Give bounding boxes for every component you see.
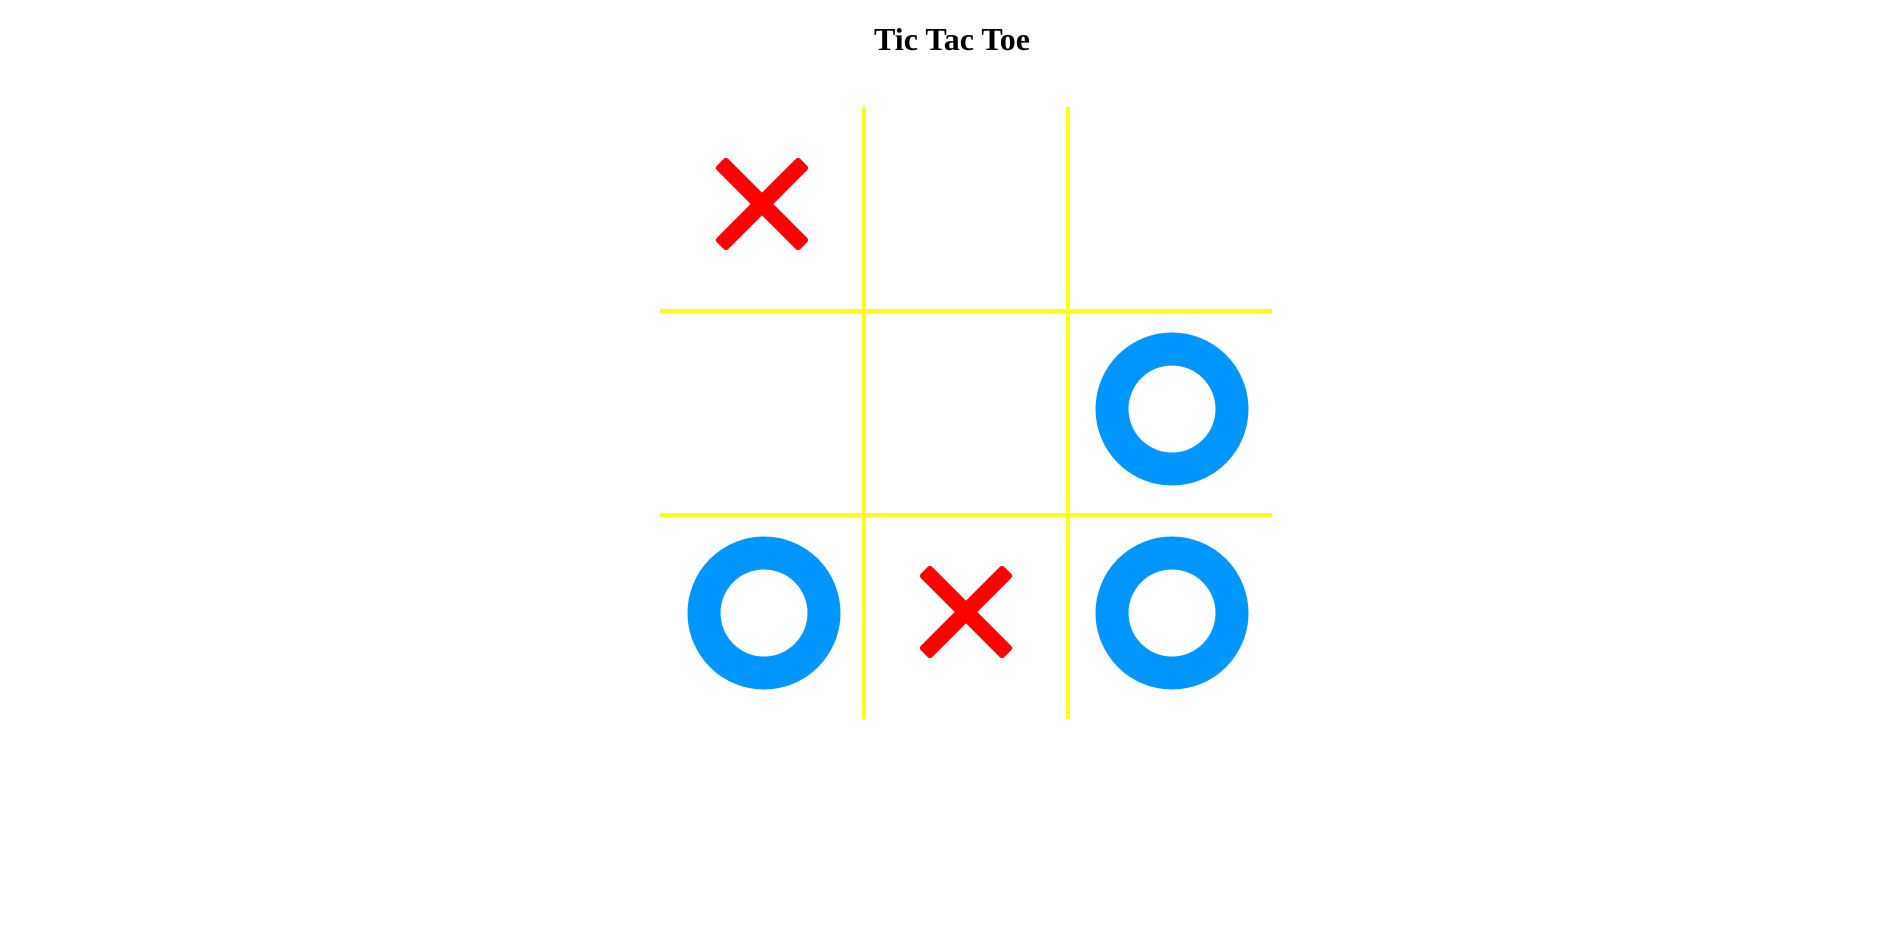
board-cell-1-3[interactable] — [1071, 110, 1269, 308]
board-cell-2-2[interactable] — [867, 314, 1065, 512]
o-mark — [1095, 332, 1249, 486]
o-mark — [1095, 536, 1249, 690]
o-mark — [687, 536, 841, 690]
grid-lines — [660, 107, 1272, 719]
cells-layer[interactable] — [663, 110, 1269, 716]
board-cell-3-2[interactable] — [867, 518, 1065, 716]
board-cell-1-1[interactable] — [663, 110, 861, 308]
board-cell-1-2[interactable] — [867, 110, 1065, 308]
board-cell-2-3[interactable] — [1071, 314, 1269, 512]
x-mark — [919, 565, 1013, 659]
game-board[interactable] — [660, 107, 1272, 719]
board-cell-3-1[interactable] — [663, 518, 861, 716]
board-canvas[interactable] — [660, 107, 1272, 719]
board-cell-2-1[interactable] — [663, 314, 861, 512]
board-cell-3-3[interactable] — [1071, 518, 1269, 716]
x-mark — [715, 157, 809, 251]
page-title: Tic Tac Toe — [874, 21, 1030, 57]
